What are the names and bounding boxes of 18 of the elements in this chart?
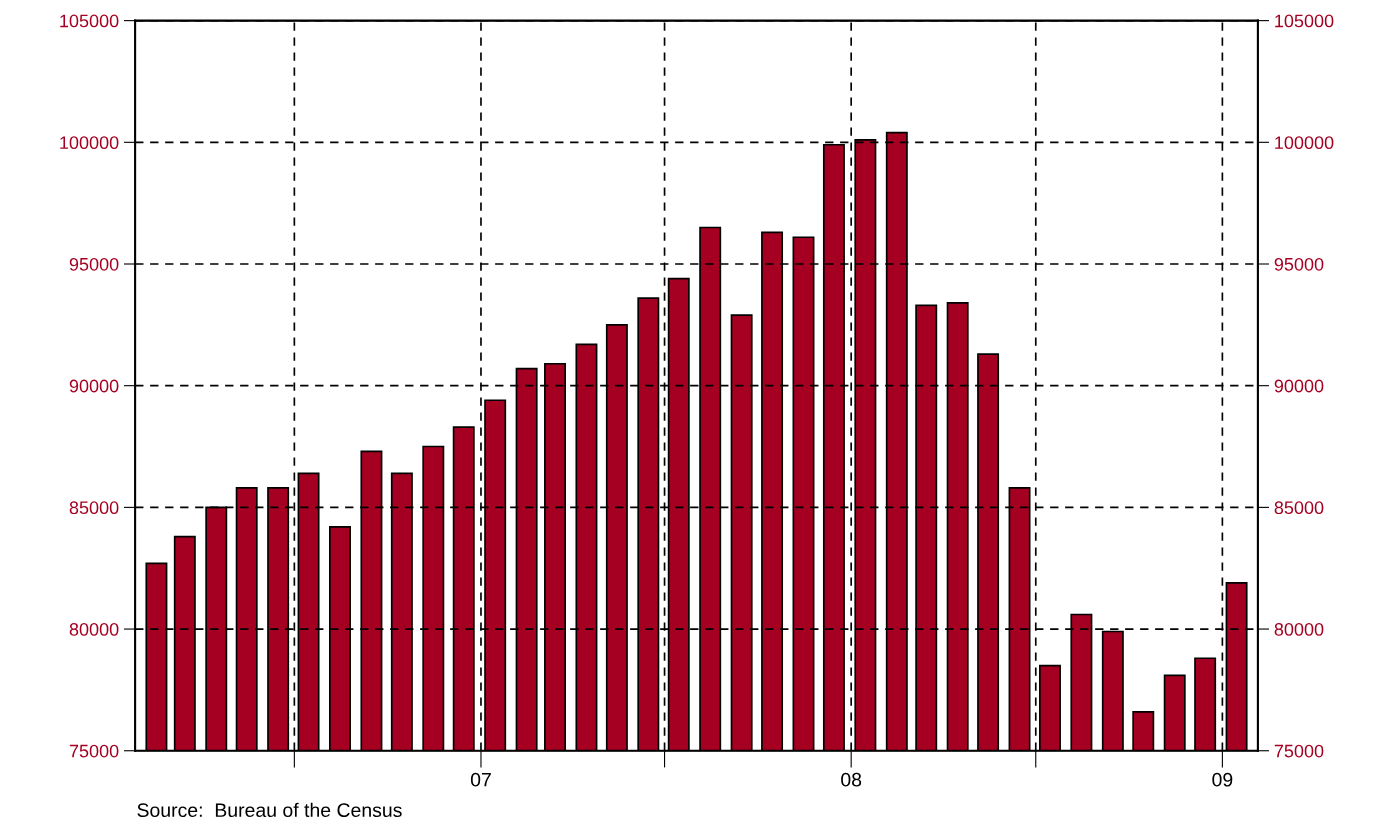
y2-tick-label: 90000 [1274,379,1324,393]
y2-tick-label: 100000 [1275,136,1334,150]
y-tick-label: 85000 [69,501,119,515]
y-tick-label: 75000 [69,744,119,758]
y-tick-label: 105000 [60,14,119,28]
x-tick-label: 07 [470,772,491,787]
y2-tick-label: 95000 [1274,257,1324,271]
y-tick-label: 90000 [69,379,119,393]
y2-tick-label: 105000 [1275,14,1334,28]
y2-tick-label: 80000 [1274,623,1324,636]
y2-tick-label: 85000 [1274,501,1324,515]
y2-tick-label: 75000 [1274,744,1324,758]
y-tick-label: 95000 [69,257,119,271]
y-tick-label: 80000 [69,623,119,636]
x-tick-label: 09 [1212,772,1233,787]
y-tick-label: 100000 [60,136,119,150]
source-note: Source: Bureau of the Census [137,802,402,818]
x-tick-label: 08 [841,772,862,787]
